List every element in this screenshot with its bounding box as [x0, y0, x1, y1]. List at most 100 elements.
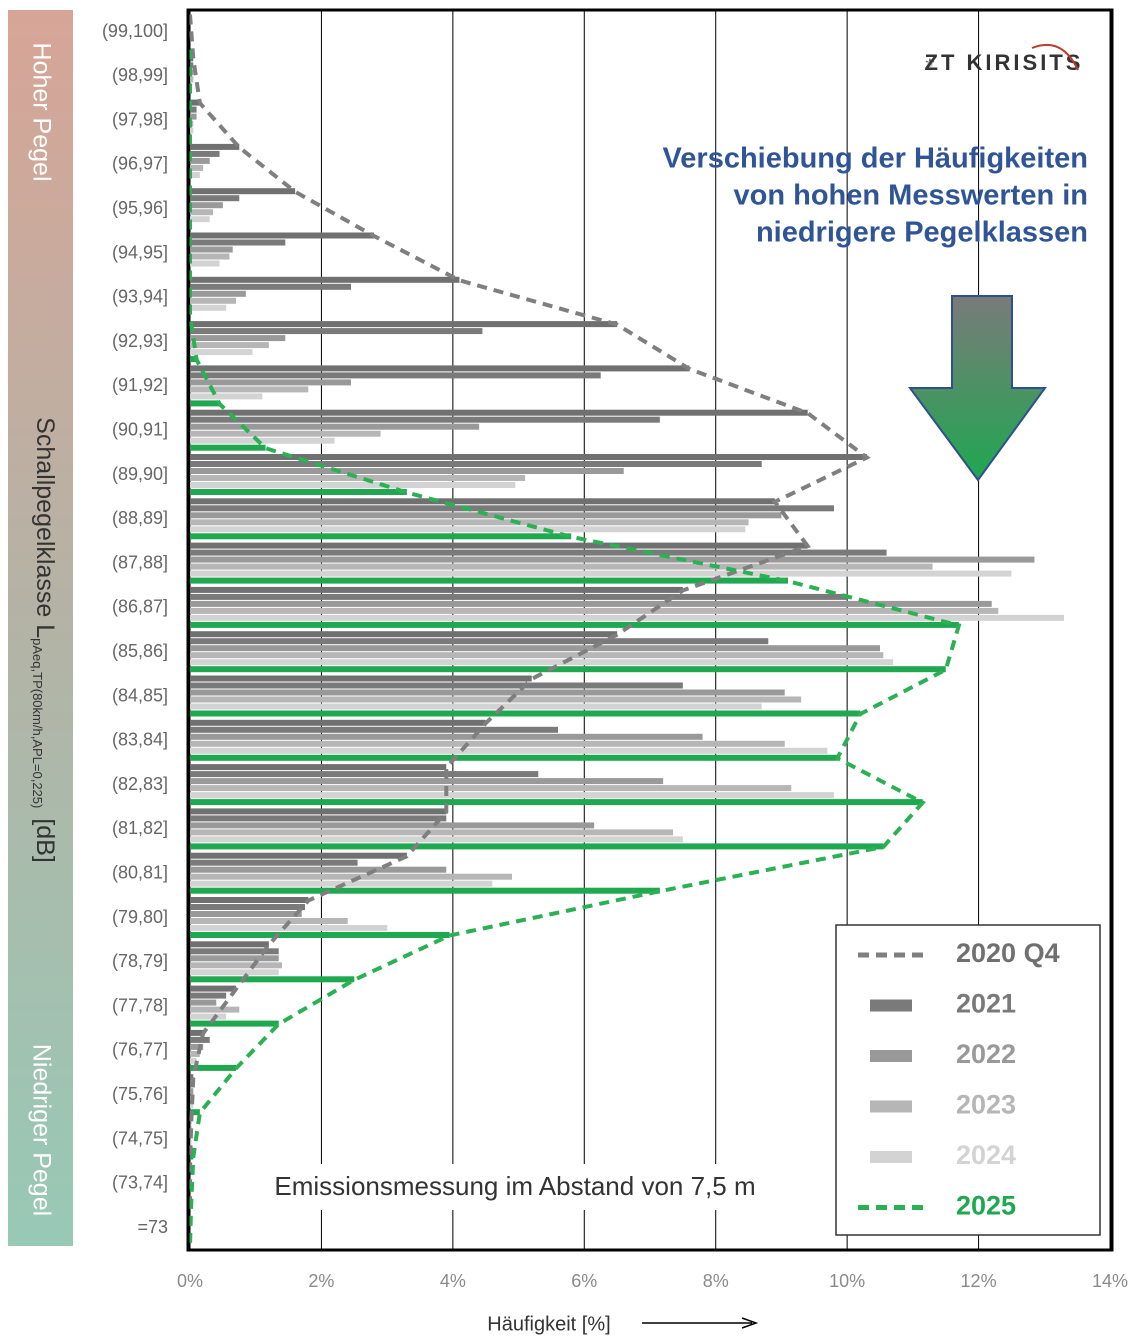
bar — [190, 948, 279, 955]
y-tick-label: (94,95] — [112, 242, 168, 262]
bar — [190, 614, 1064, 621]
legend-box — [835, 924, 1101, 1236]
bar — [190, 99, 200, 106]
bar — [190, 209, 213, 216]
bar — [190, 1036, 210, 1043]
y-tick-label: (99,100] — [102, 21, 168, 41]
legend-label: 2023 — [956, 1090, 1016, 1120]
y-tick-label: (77,78] — [112, 995, 168, 1015]
bar — [190, 866, 447, 873]
y-tick-label: (84,85] — [112, 685, 168, 705]
bar — [190, 607, 999, 614]
legend-swatch — [870, 1100, 912, 1113]
bar — [190, 143, 240, 150]
bar — [190, 1050, 200, 1057]
shift-arrow — [908, 295, 1047, 482]
bar — [190, 764, 447, 771]
bar — [190, 792, 834, 799]
y-tick-label: (85,86] — [112, 641, 168, 661]
bar — [190, 393, 263, 400]
bar — [190, 400, 220, 407]
bar — [190, 409, 808, 416]
y-tick-label: (81,82] — [112, 818, 168, 838]
y-tick-label: (95,96] — [112, 198, 168, 218]
bar — [190, 1013, 227, 1020]
legend-label: 2024 — [956, 1140, 1016, 1170]
bar — [190, 379, 351, 386]
bar — [190, 843, 884, 850]
bar — [190, 1064, 236, 1071]
bar — [190, 150, 220, 157]
bar — [190, 1139, 192, 1146]
bar — [190, 202, 223, 209]
legend-label: 2022 — [956, 1039, 1016, 1069]
bar — [190, 976, 355, 983]
bar — [190, 297, 236, 304]
bar — [190, 386, 309, 393]
bar — [190, 526, 746, 533]
bar — [190, 519, 749, 526]
y-tick-label: (87,88] — [112, 552, 168, 572]
bar — [190, 815, 447, 822]
bar — [190, 290, 246, 297]
bar — [190, 549, 887, 556]
bar — [190, 955, 279, 962]
bar — [190, 577, 788, 584]
level-band — [8, 10, 73, 1246]
bar — [190, 423, 480, 430]
bar — [190, 918, 348, 924]
bar — [190, 586, 683, 593]
bar — [190, 740, 785, 747]
bar — [190, 372, 601, 379]
y-tick-label: (76,77] — [112, 1040, 168, 1060]
bar — [190, 682, 683, 689]
bar — [190, 365, 690, 372]
bar — [190, 897, 309, 903]
bar — [190, 113, 197, 120]
bar — [190, 246, 233, 253]
bar — [190, 556, 1035, 563]
x-axis-arrow — [642, 1317, 759, 1329]
bar — [190, 999, 217, 1006]
bar — [190, 188, 296, 195]
bar — [190, 785, 792, 792]
bar — [190, 904, 305, 910]
y-label-unit: [dB] — [31, 818, 59, 862]
y-tick-label: (88,89] — [112, 508, 168, 528]
annotation: von hohen Messwerten in — [734, 180, 1089, 212]
bar — [190, 631, 618, 638]
x-tick-label: 4% — [440, 1271, 466, 1291]
bar — [190, 1020, 279, 1027]
y-tick-label: (83,84] — [112, 730, 168, 750]
y-tick-label: (80,81] — [112, 862, 168, 882]
bar — [190, 771, 539, 778]
bar — [190, 600, 992, 607]
bar — [190, 925, 388, 931]
bar — [190, 76, 194, 83]
x-axis-label: Häufigkeit [%] — [487, 1313, 610, 1335]
bar — [190, 873, 512, 880]
y-tick-label: (98,99] — [112, 65, 168, 85]
bar — [190, 444, 266, 451]
bar — [190, 62, 194, 69]
y-tick-label: (75,76] — [112, 1084, 168, 1104]
bar — [190, 1006, 240, 1013]
bar — [190, 703, 762, 710]
bar — [190, 475, 526, 481]
bar — [190, 533, 572, 540]
bar — [190, 260, 220, 267]
band-top-label: Hoher Pegel — [27, 43, 55, 182]
bar — [190, 416, 660, 423]
bar — [190, 468, 624, 474]
bar — [190, 239, 286, 246]
bar — [190, 195, 240, 202]
y-tick-label: (91,92] — [112, 375, 168, 395]
series-line — [188, 49, 962, 1246]
y-tick-label: (79,80] — [112, 907, 168, 927]
x-tick-label: 6% — [571, 1271, 597, 1291]
bar — [190, 489, 407, 495]
bar — [190, 726, 558, 733]
bar — [190, 461, 762, 467]
bar — [190, 666, 946, 673]
